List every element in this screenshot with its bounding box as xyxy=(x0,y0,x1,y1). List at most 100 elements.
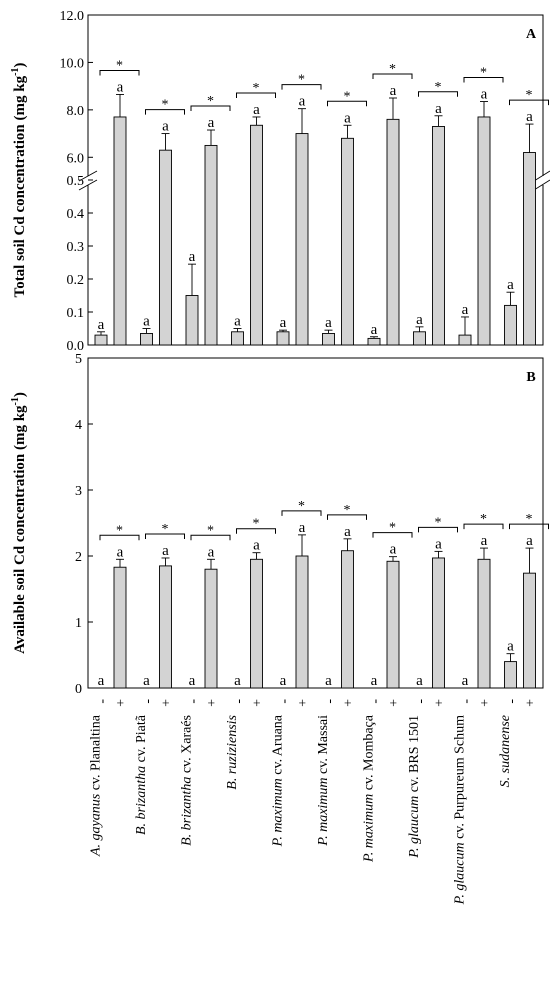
bar xyxy=(159,149,172,346)
bar xyxy=(231,331,244,346)
bar xyxy=(295,133,309,346)
bar-label: a xyxy=(299,520,306,536)
bar-label: a xyxy=(435,536,442,552)
significance-bracket xyxy=(372,532,413,538)
x-category-genus: P. glaucum xyxy=(453,842,468,905)
y-tick-label: 1 xyxy=(75,616,82,631)
significance-star: * xyxy=(480,512,487,527)
bar-label: a xyxy=(208,115,215,131)
bar-label: a xyxy=(234,314,241,330)
x-tick-minus: - xyxy=(505,699,520,704)
x-category-genus: P. glaucum xyxy=(407,796,422,859)
bar-label: a xyxy=(299,94,306,110)
x-category-cultivar: cv. Aruana xyxy=(271,714,286,778)
y-tick-label: 0.5 xyxy=(67,174,85,189)
x-category-cultivar: cv. Xaraés xyxy=(180,715,195,777)
significance-bracket xyxy=(281,510,322,516)
significance-star: * xyxy=(389,62,396,77)
significance-star: * xyxy=(298,73,305,88)
bar-label: a xyxy=(481,533,488,549)
x-category-label: S. sudanense xyxy=(498,715,513,787)
bar xyxy=(140,333,153,346)
significance-star: * xyxy=(116,523,123,538)
x-tick-minus: - xyxy=(459,699,474,704)
y-tick-label: 3 xyxy=(75,484,82,499)
axis-break-mark-left-top xyxy=(78,170,98,182)
bar xyxy=(432,557,445,689)
bar xyxy=(341,550,354,689)
significance-bracket xyxy=(463,523,504,530)
bar-label: a xyxy=(481,87,488,103)
panel-label-a: A xyxy=(526,27,537,42)
x-category-label: B. ruziziensis xyxy=(225,714,240,789)
x-category-genus: P. maximum xyxy=(362,794,377,863)
significance-bracket xyxy=(281,84,322,90)
bars-b: a a a a a a a a a a a a a a a a a a a a xyxy=(98,520,536,689)
bar-label: a xyxy=(143,314,150,330)
axis-break-mark-right-bottom xyxy=(533,179,550,191)
bar xyxy=(386,118,400,346)
bar-label: a xyxy=(390,542,397,558)
x-tick-plus: + xyxy=(524,699,539,707)
bar-label: a xyxy=(507,639,514,655)
x-tick-plus: + xyxy=(205,699,220,707)
panel-b-frame xyxy=(87,357,544,689)
y-tick-label: 0.3 xyxy=(67,240,85,255)
bar xyxy=(386,560,400,689)
x-tick-minus: - xyxy=(414,699,429,704)
significance-star: * xyxy=(162,522,169,537)
x-category-genus: A. gayanus xyxy=(89,793,104,857)
x-category-cultivar: cv. BRS 1501 xyxy=(407,715,422,796)
y-axis-ticks-b: 0 1 2 3 4 5 xyxy=(75,352,93,697)
significance-bracket xyxy=(145,109,185,115)
bar-label: a xyxy=(143,673,150,689)
bar-label: a xyxy=(462,302,469,318)
bar xyxy=(113,566,127,689)
significance-bracket xyxy=(463,77,504,83)
bar-label: a xyxy=(280,315,287,331)
x-category-genus: B. ruziziensis xyxy=(225,714,240,789)
x-category-label: P. maximum cv. Mombaça xyxy=(362,714,377,863)
bar-label: a xyxy=(390,83,397,99)
bar xyxy=(204,568,218,689)
y-tick-label: 10.0 xyxy=(60,56,85,71)
panel-a: A 0.00.10.20.30.40.56.08.010.012.0 a aaa a… xyxy=(10,9,550,354)
bar-label: a xyxy=(344,524,351,540)
bar-label: a xyxy=(189,673,196,689)
x-category-cultivar: cv. Piatã xyxy=(134,714,149,766)
bar-label: a xyxy=(253,538,260,554)
y-axis-label-b: Available soil Cd concentration (mg kg-1… xyxy=(10,392,28,654)
x-tick-plus: + xyxy=(114,699,129,707)
x-category-label: A. gayanus cv. Planaltina xyxy=(89,714,104,857)
significance-bracket xyxy=(418,91,458,97)
significance-star: * xyxy=(207,94,214,109)
bar-label: a xyxy=(526,533,533,549)
x-tick-plus: + xyxy=(160,699,175,707)
axis-break-mark-right-top xyxy=(533,170,550,182)
bar-label: a xyxy=(162,119,169,135)
significance-star: * xyxy=(526,512,533,527)
x-tick-minus: - xyxy=(186,699,201,704)
x-category-label: B. brizantha cv. Xaraés xyxy=(180,715,195,846)
y-axis-label-a: Total soil Cd concentration (mg kg-1) xyxy=(10,63,28,298)
bar xyxy=(477,116,491,346)
bar xyxy=(523,572,536,689)
bar-label: a xyxy=(280,673,287,689)
bar xyxy=(204,144,218,346)
bar xyxy=(413,331,426,346)
y-tick-label: 0.1 xyxy=(67,306,85,321)
bar-label: a xyxy=(344,110,351,126)
bar xyxy=(185,295,199,346)
bar xyxy=(458,334,472,346)
y-tick-label: 12.0 xyxy=(60,9,85,24)
significance-star: * xyxy=(207,523,214,538)
significance-bracket xyxy=(372,73,413,79)
bar xyxy=(94,334,108,346)
y-tick-label: 0.2 xyxy=(67,273,85,288)
y-tick-label: 5 xyxy=(75,352,82,367)
significance-bracket xyxy=(99,534,140,541)
bars-a: a a a a a a a a a a a a a a a a a a a a xyxy=(94,79,536,346)
y-tick-label: 6.0 xyxy=(67,151,85,166)
